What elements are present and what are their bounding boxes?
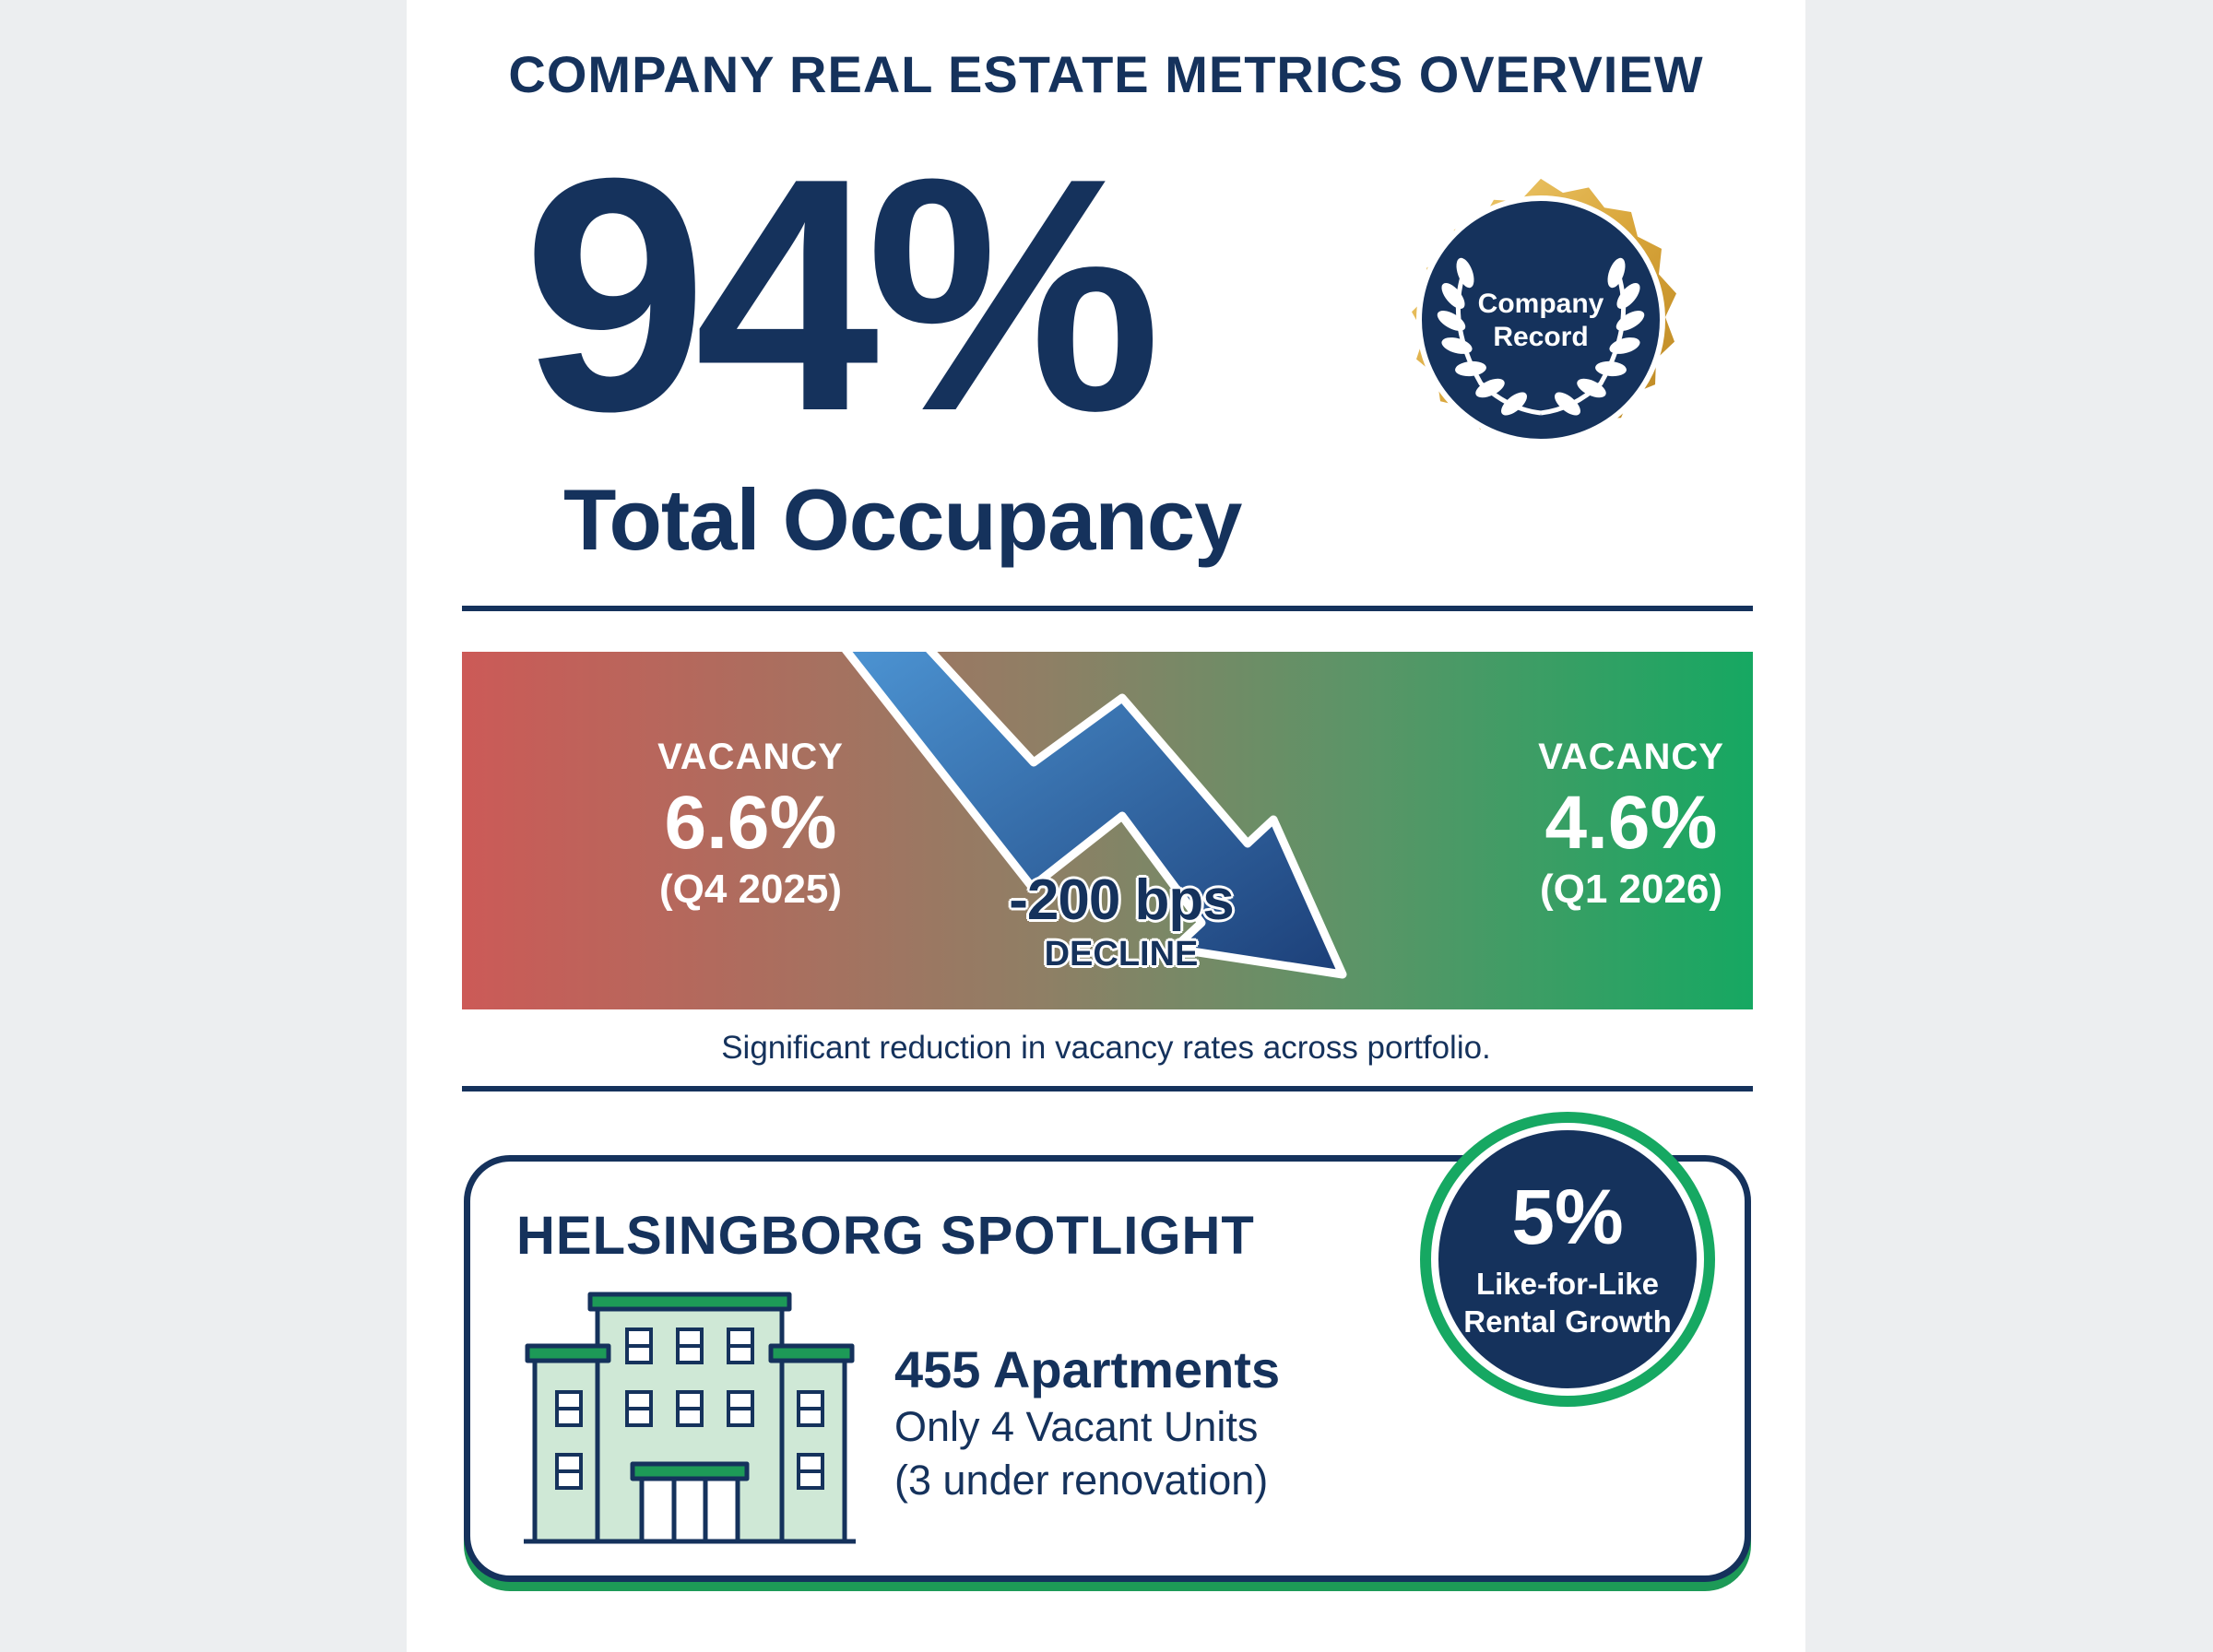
vacancy-before-value: 6.6% [664, 781, 837, 865]
rental-growth-label: Like-for-Like Rental Growth [1463, 1266, 1672, 1339]
section-divider-top [462, 606, 1753, 611]
vacancy-after-period: (Q1 2026) [1539, 867, 1723, 913]
vacancy-after-label: VACANCY [1538, 737, 1724, 777]
vacancy-before: VACANCY 6.6% (Q4 2025) [585, 737, 917, 913]
apartment-building-icon [524, 1292, 856, 1544]
infographic-panel: COMPANY REAL ESTATE METRICS OVERVIEW 94%… [407, 0, 1805, 1652]
vacancy-caption: Significant reduction in vacancy rates a… [721, 1030, 1491, 1066]
laurel-wreath-icon [1437, 257, 1645, 416]
renovation-note: (3 under renovation) [894, 1457, 1269, 1504]
section-divider-middle [462, 1086, 1753, 1092]
rental-growth-value: 5% [1511, 1173, 1624, 1260]
vacancy-after: VACANCY 4.6% (Q1 2026) [1465, 737, 1753, 913]
apartments-count: 455 Apartments [894, 1340, 1281, 1398]
rental-growth-badge-inner: 5% Like-for-Like Rental Growth [1431, 1123, 1704, 1396]
vacancy-after-value: 4.6% [1544, 781, 1718, 865]
vacant-units-text: Only 4 Vacant Units [894, 1403, 1259, 1450]
spotlight-title: HELSINGBORG SPOTLIGHT [516, 1206, 1255, 1266]
seal-text-line2: Record [1493, 322, 1588, 352]
vacancy-change-label: DECLINE [1044, 935, 1199, 974]
vacancy-comparison-band: VACANCY 6.6% (Q4 2025) VACANCY 4.6% (Q1 … [462, 652, 1753, 1009]
vacancy-change-value: -200 bps [1009, 868, 1235, 932]
seal-text-line1: Company [1478, 289, 1604, 319]
vacancy-change: -200 bps DECLINE [914, 867, 1329, 974]
downward-trend-arrow-icon [842, 652, 1347, 979]
rental-growth-badge: 5% Like-for-Like Rental Growth [1420, 1112, 1715, 1407]
vacancy-before-label: VACANCY [657, 737, 844, 777]
vacancy-before-period: (Q4 2025) [658, 867, 843, 913]
page-title: COMPANY REAL ESTATE METRICS OVERVIEW [508, 45, 1704, 103]
occupancy-label: Total Occupancy [563, 471, 1242, 568]
occupancy-value: 94% [523, 110, 1162, 480]
company-record-seal: Company Record [1412, 178, 1676, 444]
